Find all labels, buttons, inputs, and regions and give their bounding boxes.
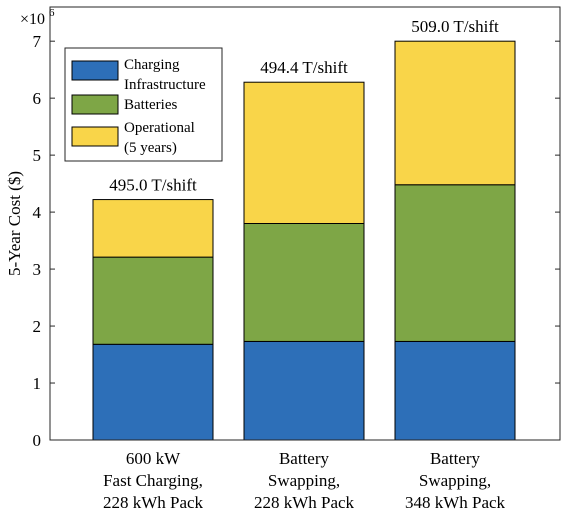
legend-entry-label: Batteries [124, 97, 177, 113]
x-tick-label: Battery [279, 449, 330, 468]
x-tick-label: 348 kWh Pack [405, 493, 506, 512]
legend-entry-label: Charging [124, 57, 180, 73]
x-tick-label: Battery [430, 449, 481, 468]
legend-entry-label: (5 years) [124, 140, 177, 156]
bar-annotation: 495.0 T/shift [109, 176, 197, 195]
y-tick-label: 4 [33, 203, 42, 222]
y-tick-label: 2 [33, 317, 42, 336]
y-axis-multiplier: ×10 6 [20, 7, 55, 28]
bar-segment [92, 199, 214, 258]
y-tick-label: 0 [33, 431, 42, 450]
bar-segment [92, 256, 214, 345]
bars-layer [92, 40, 516, 441]
y-multiplier-base: ×10 [20, 11, 45, 28]
bar-segment [243, 223, 365, 342]
bar-segment [394, 184, 516, 342]
legend-entry-label: Operational [124, 120, 195, 136]
x-tick-label: 228 kWh Pack [103, 493, 204, 512]
x-tick-label: 600 kW [126, 449, 181, 468]
y-axis-ticks: 0 1 2 3 4 5 6 7 [33, 32, 560, 450]
legend-swatch [71, 126, 119, 147]
y-tick-label: 6 [33, 89, 42, 108]
y-tick-label: 7 [33, 32, 42, 51]
x-axis-category-labels: 600 kW Fast Charging, 228 kWh Pack Battery S… [103, 449, 506, 512]
bar-segment [394, 340, 516, 441]
bar-segment [92, 343, 214, 441]
bar-segment [243, 340, 365, 441]
x-tick-label: 228 kWh Pack [254, 493, 355, 512]
y-multiplier-exponent: 6 [49, 7, 55, 19]
bar-annotations: 495.0 T/shift 494.4 T/shift 509.0 T/shift [109, 17, 499, 194]
legend-swatch [71, 94, 119, 115]
bar-annotation: 494.4 T/shift [260, 58, 348, 77]
x-tick-label: Swapping, [268, 471, 340, 490]
legend-swatch [71, 60, 119, 81]
legend: Charging Infrastructure Batteries Operation… [64, 47, 223, 162]
y-tick-label: 3 [33, 260, 42, 279]
bar-segment [243, 81, 365, 224]
y-tick-label: 1 [33, 374, 42, 393]
plot-area-frame [49, 6, 561, 441]
y-tick-label: 5 [33, 146, 42, 165]
y-axis-label: 5-Year Cost ($) [5, 171, 24, 276]
x-tick-label: Swapping, [419, 471, 491, 490]
legend-entry-label: Infrastructure [124, 77, 206, 93]
bar-annotation: 509.0 T/shift [411, 17, 499, 36]
bar-segment [394, 40, 516, 186]
x-tick-label: Fast Charging, [103, 471, 203, 490]
